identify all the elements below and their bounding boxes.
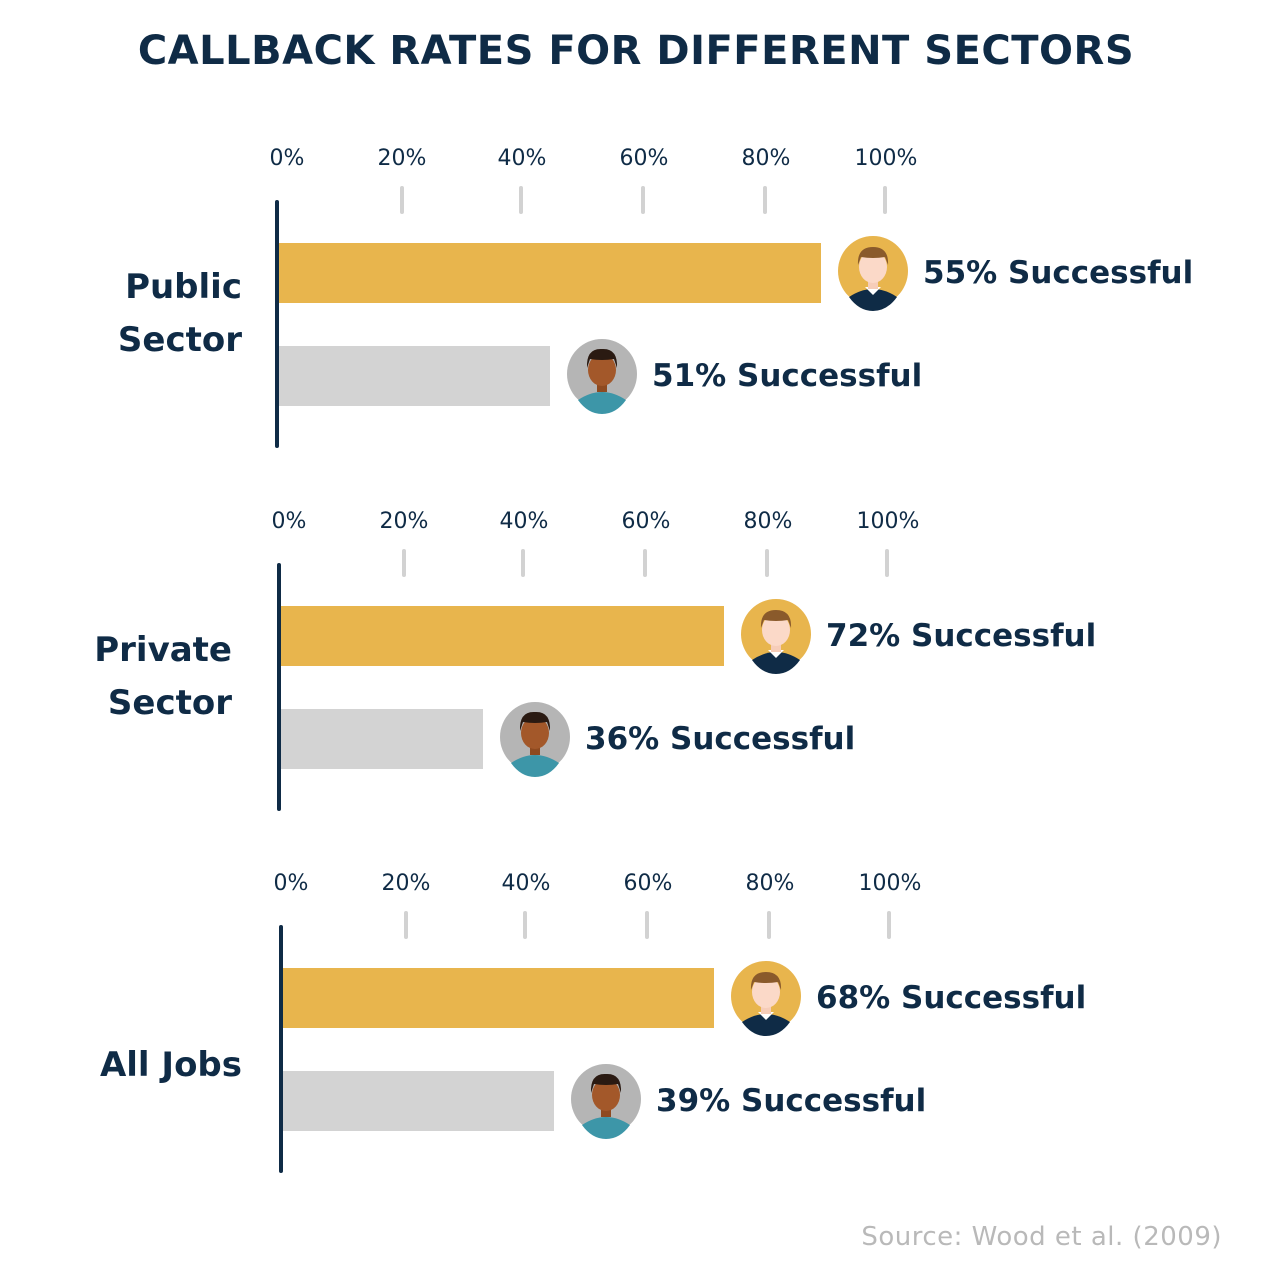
grey-bar (279, 346, 550, 406)
value-label: 55% Successful (923, 255, 1194, 291)
sector-label-line: Public (125, 267, 242, 307)
tick-label: 40% (499, 509, 549, 534)
tick-label: 100% (856, 509, 920, 534)
tick-mark (404, 911, 408, 939)
tick-label: 20% (381, 871, 431, 896)
source-note: Source: Wood et al. (2009) (861, 1222, 1222, 1252)
sector-label: Public Sector (22, 261, 242, 367)
tick-label: 80% (743, 509, 793, 534)
tick-label: 80% (745, 871, 795, 896)
tick-mark (765, 549, 769, 577)
gold-avatar-icon (730, 960, 802, 1036)
tick-mark (887, 911, 891, 939)
gold-bar (281, 606, 724, 666)
gold-bar (279, 243, 821, 303)
value-label: 68% Successful (816, 980, 1087, 1016)
gold-avatar-icon (837, 235, 909, 311)
y-axis-line (279, 925, 283, 1173)
sector-label-line: Private (94, 630, 232, 670)
tick-label: 40% (497, 146, 547, 171)
panel-0: 0% 20% 40% 60% 80% 100% Public Sector 55% Succes… (0, 146, 1272, 476)
tick-label: 20% (377, 146, 427, 171)
tick-label: 0% (273, 871, 309, 896)
sector-label: Private Sector (12, 624, 232, 730)
grey-bar (283, 1071, 554, 1131)
tick-label: 80% (741, 146, 791, 171)
sector-label-line: Sector (107, 683, 232, 723)
tick-mark (767, 911, 771, 939)
chart-title: CALLBACK RATES FOR DIFFERENT SECTORS (137, 28, 1135, 74)
sector-label-line: Sector (117, 320, 242, 360)
tick-label: 40% (501, 871, 551, 896)
tick-mark (763, 186, 767, 214)
grey-avatar-icon (566, 338, 638, 414)
value-label: 72% Successful (826, 618, 1097, 654)
tick-mark (521, 549, 525, 577)
tick-mark (643, 549, 647, 577)
grey-avatar-icon (570, 1063, 642, 1139)
sector-label: All Jobs (22, 1039, 242, 1092)
tick-mark (645, 911, 649, 939)
gold-bar (283, 968, 714, 1028)
y-axis-line (275, 200, 279, 448)
grey-avatar-icon (499, 701, 571, 777)
tick-mark (523, 911, 527, 939)
grey-bar (281, 709, 483, 769)
gold-avatar-icon (740, 598, 812, 674)
tick-mark (519, 186, 523, 214)
tick-label: 0% (271, 509, 307, 534)
tick-mark (402, 549, 406, 577)
sector-label-line: All Jobs (99, 1045, 242, 1085)
panel-1: 0% 20% 40% 60% 80% 100% Private Sector 72% Succe… (0, 509, 1272, 839)
tick-label: 0% (269, 146, 305, 171)
panel-2: 0% 20% 40% 60% 80% 100% All Jobs 68% Successful… (0, 871, 1272, 1201)
y-axis-line (277, 563, 281, 811)
tick-label: 100% (854, 146, 918, 171)
tick-label: 100% (858, 871, 922, 896)
tick-mark (641, 186, 645, 214)
tick-mark (400, 186, 404, 214)
tick-mark (885, 549, 889, 577)
tick-label: 60% (623, 871, 673, 896)
value-label: 39% Successful (656, 1083, 927, 1119)
tick-label: 60% (619, 146, 669, 171)
tick-label: 20% (379, 509, 429, 534)
tick-label: 60% (621, 509, 671, 534)
value-label: 36% Successful (585, 721, 856, 757)
value-label: 51% Successful (652, 358, 923, 394)
tick-mark (883, 186, 887, 214)
